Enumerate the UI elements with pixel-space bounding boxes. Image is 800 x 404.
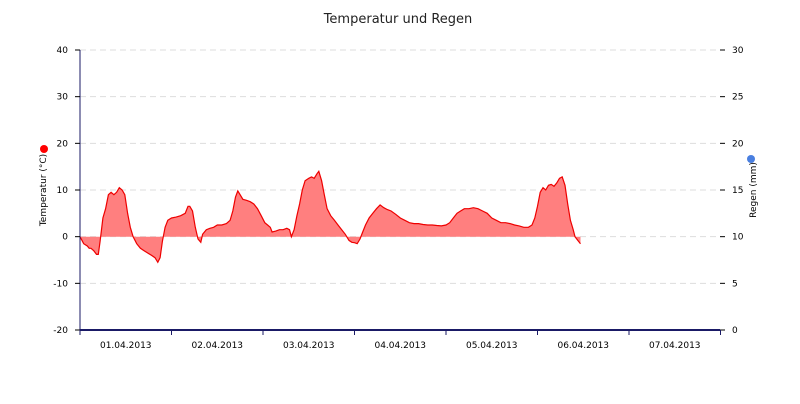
y-right-axis-title: Regen (mm) bbox=[749, 162, 759, 218]
axes: -20 -10 0 10 20 30 40 0 5 10 15 20 25 30 01.04.2013 02.… bbox=[53, 46, 743, 351]
y-right-tick-label: 10 bbox=[732, 233, 744, 243]
y-right-tick-label: 25 bbox=[732, 93, 743, 103]
y-left-axis-title: Temperatur (°C) bbox=[39, 154, 49, 227]
x-tick-label: 06.04.2013 bbox=[557, 341, 609, 351]
y-left-tick-label: 20 bbox=[57, 139, 69, 149]
y-right-tick-label: 15 bbox=[732, 186, 743, 196]
legend-markers bbox=[40, 145, 755, 163]
y-left-tick-label: 40 bbox=[57, 46, 69, 56]
data-layer bbox=[79, 169, 581, 264]
temperature-legend-dot bbox=[40, 145, 48, 153]
y-right-tick-label: 0 bbox=[732, 326, 738, 336]
x-tick-label: 07.04.2013 bbox=[649, 341, 701, 351]
x-tick-label: 04.04.2013 bbox=[374, 341, 426, 351]
grid bbox=[80, 49, 720, 284]
y-left-tick-label: 30 bbox=[57, 93, 69, 103]
temperature-area bbox=[80, 171, 581, 263]
temperature-line bbox=[79, 169, 581, 264]
y-left-tick-label: -10 bbox=[53, 279, 68, 289]
y-right-tick-label: 5 bbox=[732, 279, 738, 289]
chart-title: Temperatur und Regen bbox=[323, 12, 473, 27]
x-tick-label: 03.04.2013 bbox=[283, 341, 335, 351]
y-left-tick-label: 0 bbox=[62, 233, 68, 243]
rain-legend-dot bbox=[747, 155, 755, 163]
x-tick-label: 01.04.2013 bbox=[100, 341, 152, 351]
y-left-tick-label: 10 bbox=[57, 186, 69, 196]
y-right-tick-label: 30 bbox=[732, 46, 744, 56]
y-left-tick-label: -20 bbox=[53, 326, 68, 336]
x-tick-label: 02.04.2013 bbox=[191, 341, 243, 351]
x-tick-label: 05.04.2013 bbox=[466, 341, 518, 351]
y-right-tick-label: 20 bbox=[732, 139, 744, 149]
